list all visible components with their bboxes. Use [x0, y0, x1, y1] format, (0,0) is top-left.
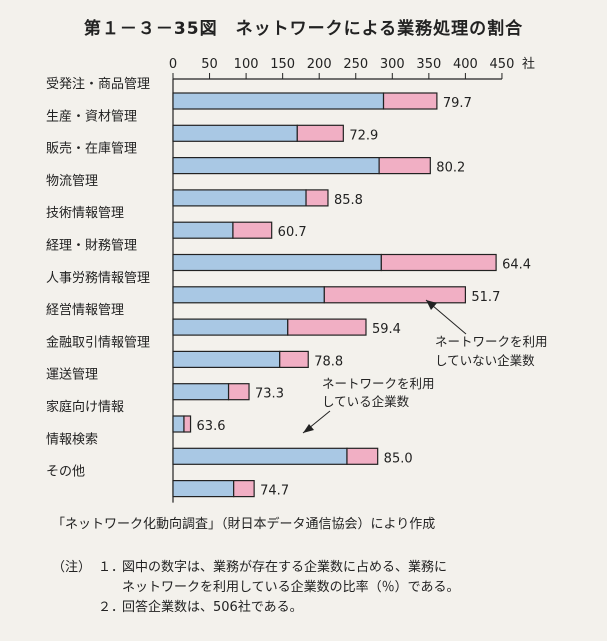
x-tick-label: 0	[169, 57, 177, 72]
data-label: 64.4	[502, 258, 531, 273]
data-label: 80.2	[436, 161, 465, 176]
bar-not-using	[232, 221, 273, 239]
data-label: 79.7	[443, 96, 472, 111]
bar-using	[172, 318, 289, 336]
bar-using	[172, 221, 234, 239]
x-axis: 0 50 100 150 200 250 300 350 400 450 社	[169, 56, 535, 503]
bar-not-using	[227, 383, 250, 401]
category-label: 金融取引情報管理	[46, 334, 150, 350]
x-tick-label: 250	[343, 57, 368, 72]
category-label: 販売・在庫管理	[46, 141, 137, 157]
x-tick-label: 50	[201, 57, 218, 72]
bar-using	[172, 350, 281, 368]
bar-not-using	[233, 480, 255, 498]
bar-using	[172, 189, 307, 207]
bar-using	[172, 415, 185, 433]
bar-not-using	[279, 350, 309, 368]
x-tick-label: 150	[270, 57, 295, 72]
category-label: 情報検索	[46, 432, 98, 447]
bar-using	[172, 480, 235, 498]
bar-not-using	[296, 124, 344, 142]
bar-not-using	[287, 318, 367, 336]
data-label: 51.7	[471, 290, 500, 305]
category-label: 経営情報管理	[46, 303, 124, 318]
data-label: 72.9	[349, 128, 378, 143]
data-label: 74.7	[260, 484, 289, 499]
category-label: 受発注・商品管理	[46, 77, 150, 92]
x-tick-label: 300	[380, 57, 405, 72]
data-label: 60.7	[278, 225, 307, 240]
data-label: 59.4	[372, 322, 401, 337]
bar-not-using	[323, 286, 466, 304]
x-unit-label: 社	[522, 56, 535, 72]
category-label: 人事労務情報管理	[46, 271, 150, 286]
x-tick-label: 400	[453, 57, 478, 72]
annotation-not-using-line1: ネートワークを利用	[435, 334, 548, 349]
bar-using	[172, 383, 230, 401]
category-label: 家庭向け情報	[46, 399, 124, 415]
bars: 受発注・商品管理 79.7 生産・資材管理 72.9 販売・在庫管理 80.2 物流管理 85…	[46, 77, 531, 499]
category-label: その他	[46, 465, 85, 480]
category-label: 運送管理	[46, 368, 98, 383]
bar-not-using	[382, 92, 438, 110]
category-label: 経理・財務管理	[46, 239, 137, 254]
annotation-using-line1: ネートワークを利用	[322, 376, 435, 391]
bar-not-using	[183, 415, 192, 433]
category-label: 技術情報管理	[46, 206, 124, 221]
bar-using	[172, 92, 385, 110]
bar-not-using	[380, 253, 497, 272]
data-label: 85.0	[384, 451, 413, 466]
data-label: 63.6	[197, 419, 226, 434]
bar-not-using	[378, 157, 431, 175]
category-label: 物流管理	[46, 174, 98, 189]
data-label: 78.8	[314, 354, 343, 369]
chart-title: 第１－３－35図 ネットワークによる業務処理の割合	[83, 19, 524, 39]
bar-not-using	[346, 447, 379, 465]
bar-using	[172, 286, 325, 304]
data-label: 73.3	[255, 387, 284, 402]
bar-using	[172, 447, 348, 465]
annotation-using-line2: している企業数	[322, 394, 410, 409]
x-tick-label: 350	[416, 57, 441, 72]
category-label: 生産・資材管理	[46, 108, 137, 124]
x-tick-label: 450	[490, 57, 515, 72]
bar-not-using	[305, 189, 329, 207]
annotation-not-using-line2: していない企業数	[435, 353, 535, 368]
x-tick-label: 200	[307, 57, 332, 72]
bar-using	[172, 253, 382, 272]
annotation-using-arrowhead	[303, 424, 314, 433]
x-tick-label: 100	[234, 57, 259, 72]
bar-using	[172, 157, 380, 175]
annotation-not-using-arrowhead	[426, 300, 437, 310]
data-label: 85.8	[334, 193, 363, 208]
bar-using	[172, 124, 298, 142]
